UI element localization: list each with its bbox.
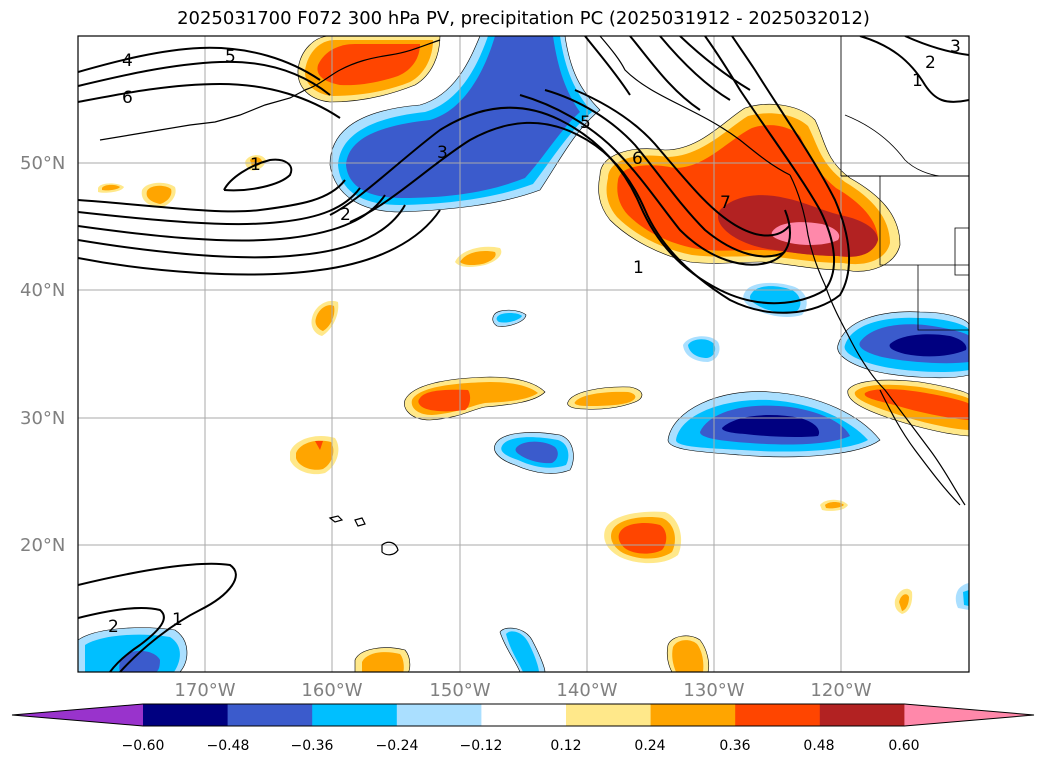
lon-label: 140°W (556, 680, 617, 701)
contour-label: 6 (632, 149, 643, 169)
pv-contours (78, 36, 969, 672)
colorbar-labels: −0.60 −0.48 −0.36 −0.24 −0.12 0.12 0.24 … (122, 738, 920, 754)
contour-label: 1 (250, 155, 261, 175)
lat-label: 40°N (20, 280, 65, 301)
colorbar-tick-label: 0.48 (803, 738, 834, 754)
contour-label: 5 (580, 113, 591, 133)
coastlines (99, 36, 969, 556)
colorbar-outline (11, 703, 1035, 727)
contour-label: 1 (633, 258, 644, 278)
lon-label: 160°W (301, 680, 362, 701)
lat-label: 50°N (20, 153, 65, 174)
colorbar-segment (735, 704, 821, 726)
contour-label: 3 (437, 143, 448, 163)
colorbar-tick-label: −0.36 (291, 738, 334, 754)
colorbar-segment (481, 704, 567, 726)
map-frame (77, 35, 970, 673)
gridlines (78, 36, 969, 672)
colorbar-segment (819, 704, 905, 726)
lon-label: 120°W (810, 680, 871, 701)
colorbar-segment (143, 704, 229, 726)
contour-label: 6 (122, 88, 133, 108)
contour-label: 1 (172, 610, 183, 630)
lon-label: 170°W (174, 680, 235, 701)
colorbar-tick-label: −0.12 (460, 738, 503, 754)
colorbar-segment (312, 704, 398, 726)
colorbar-tick-label: 0.60 (888, 738, 919, 754)
latitude-labels: 50°N 40°N 30°N 20°N (20, 153, 65, 556)
positive-precip-regions (98, 36, 969, 672)
contour-label: 2 (108, 617, 119, 637)
colorbar-tick-label: 0.12 (550, 738, 581, 754)
contour-label: 5 (225, 47, 236, 67)
colorbar-tick-label: −0.60 (122, 738, 165, 754)
contour-label: 7 (720, 193, 731, 213)
lon-label: 150°W (429, 680, 490, 701)
longitude-labels: 170°W 160°W 150°W 140°W 130°W 120°W (174, 680, 871, 701)
contour-label: 2 (925, 53, 936, 73)
colorbar-tick-label: −0.24 (376, 738, 419, 754)
colorbar-segment (396, 704, 482, 726)
map-title: 2025031700 F072 300 hPa PV, precipitatio… (177, 8, 870, 29)
contour-label: 2 (340, 205, 351, 225)
colorbar-tick-label: 0.24 (634, 738, 665, 754)
map-panel: 4 5 6 1 3 2 5 6 7 1 2 3 1 2 1 (78, 36, 969, 672)
colorbar-segment (227, 704, 313, 726)
contour-label: 3 (950, 37, 961, 57)
lat-label: 30°N (20, 408, 65, 429)
colorbar-tick-label: −0.48 (207, 738, 250, 754)
contour-label: 4 (122, 51, 133, 71)
colorbar-extend-high (904, 704, 1034, 726)
colorbar-segment (650, 704, 736, 726)
colorbar (11, 703, 1035, 727)
contour-label: 1 (912, 71, 923, 91)
colorbar-tick-label: 0.36 (719, 738, 750, 754)
contour-labels: 4 5 6 1 3 2 5 6 7 1 2 3 1 2 1 (108, 37, 961, 637)
colorbar-segment (566, 704, 652, 726)
lat-label: 20°N (20, 535, 65, 556)
lon-label: 130°W (683, 680, 744, 701)
colorbar-extend-low (12, 704, 143, 726)
